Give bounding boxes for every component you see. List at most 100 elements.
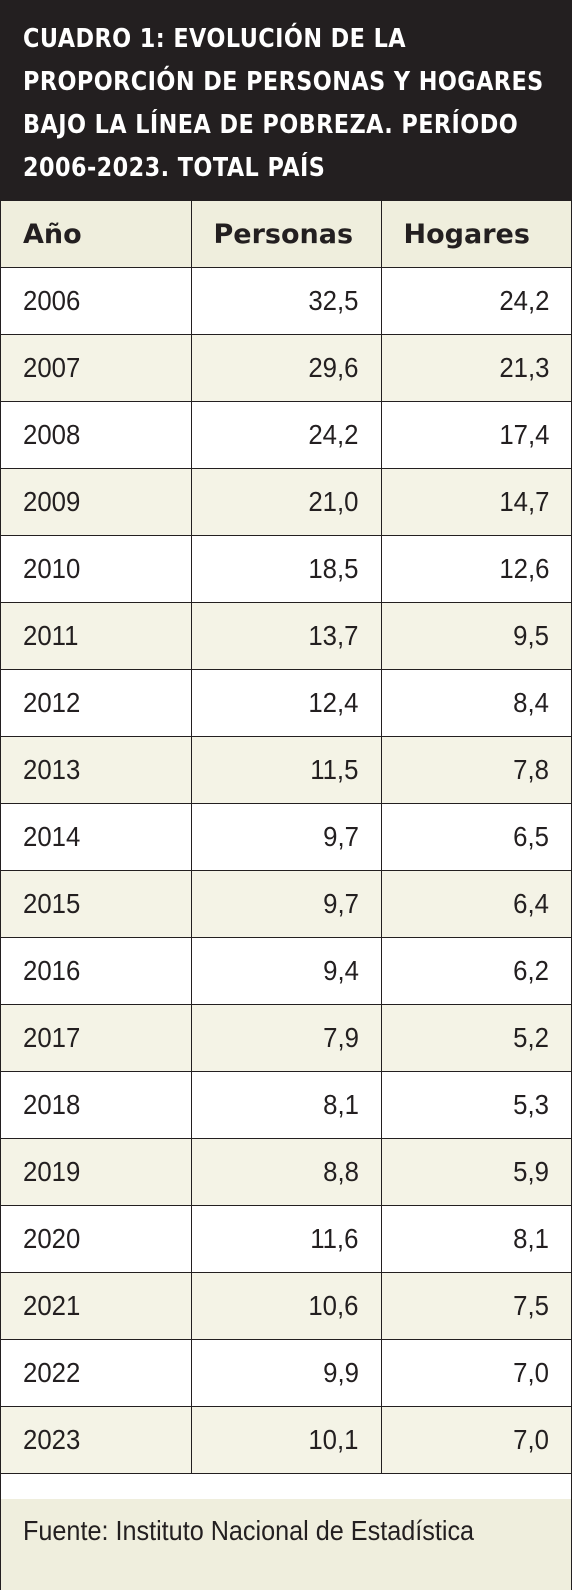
cell-hogares: 7,5	[380, 1272, 571, 1340]
cell-year: 2021	[1, 1272, 192, 1340]
table-row: 2019 8,8 5,9	[1, 1138, 571, 1206]
cell-hogares-value: 8,4	[513, 687, 549, 718]
cell-hogares-value: 21,3	[498, 352, 549, 383]
cell-year-value: 2006	[23, 285, 81, 316]
cell-hogares: 21,3	[380, 334, 571, 402]
cell-hogares-value: 5,3	[513, 1089, 549, 1120]
cell-year: 2018	[1, 1071, 192, 1139]
cell-hogares-value: 7,0	[513, 1357, 549, 1388]
cell-personas-value: 11,5	[310, 754, 359, 785]
table-row: 2023 10,1 7,0	[1, 1406, 571, 1474]
cell-hogares-value: 24,2	[498, 285, 549, 316]
table-row: 2017 7,9 5,2	[1, 1004, 571, 1072]
cell-personas-value: 9,7	[322, 888, 359, 919]
cell-personas: 9,4	[190, 937, 382, 1005]
cell-personas: 8,8	[190, 1138, 382, 1206]
table-title: CUADRO 1: EVOLUCIÓN DE LA PROPORCIÓN DE …	[23, 18, 548, 190]
cell-year-value: 2007	[23, 352, 81, 383]
cell-year: 2014	[1, 803, 192, 871]
source-text: Fuente: Instituto Nacional de Estadístic…	[23, 1515, 475, 1546]
cell-personas-value: 18,5	[308, 553, 359, 584]
cell-hogares: 7,8	[380, 736, 571, 804]
table-row: 2020 11,6 8,1	[1, 1205, 571, 1273]
table-row: 2013 11,5 7,8	[1, 736, 571, 804]
cell-hogares: 6,5	[380, 803, 571, 871]
cell-personas: 10,6	[190, 1272, 382, 1340]
cell-year-value: 2009	[23, 486, 81, 517]
table-row: 2010 18,5 12,6	[1, 535, 571, 603]
cell-personas-value: 21,0	[308, 486, 359, 517]
cell-year-value: 2011	[23, 620, 79, 651]
cell-hogares: 5,2	[380, 1004, 571, 1072]
cell-hogares: 7,0	[380, 1339, 571, 1407]
cell-hogares: 5,9	[380, 1138, 571, 1206]
cell-personas: 24,2	[190, 401, 382, 469]
cell-hogares-value: 6,2	[513, 955, 549, 986]
cell-personas-value: 8,8	[322, 1156, 359, 1187]
cell-hogares-value: 14,7	[498, 486, 549, 517]
cell-personas-value: 10,6	[308, 1290, 359, 1321]
cell-year: 2012	[1, 669, 192, 737]
cell-year: 2022	[1, 1339, 192, 1407]
cell-personas-value: 9,7	[322, 821, 359, 852]
cell-personas: 32,5	[190, 267, 382, 335]
cell-hogares-value: 7,0	[513, 1424, 549, 1455]
cell-year-value: 2013	[23, 754, 81, 785]
cell-hogares-value: 17,4	[498, 419, 549, 450]
table-row: 2006 32,5 24,2	[1, 267, 571, 335]
cell-year: 2020	[1, 1205, 192, 1273]
cell-year: 2017	[1, 1004, 192, 1072]
cell-hogares: 17,4	[380, 401, 571, 469]
cell-personas-value: 13,7	[308, 620, 359, 651]
table-row: 2014 9,7 6,5	[1, 803, 571, 871]
cell-hogares-value: 9,5	[513, 620, 549, 651]
table-row: 2021 10,6 7,5	[1, 1272, 571, 1340]
cell-hogares-value: 6,4	[513, 888, 549, 919]
table-row: 2008 24,2 17,4	[1, 401, 571, 469]
table-row: 2018 8,1 5,3	[1, 1071, 571, 1139]
cell-hogares-value: 5,2	[513, 1022, 549, 1053]
table-row: 2016 9,4 6,2	[1, 937, 571, 1005]
cell-hogares: 8,4	[380, 669, 571, 737]
cell-hogares: 9,5	[380, 602, 571, 670]
cell-hogares-value: 5,9	[513, 1156, 549, 1187]
cell-personas-value: 24,2	[308, 419, 359, 450]
cell-personas: 11,5	[190, 736, 382, 804]
cell-year-value: 2016	[23, 955, 81, 986]
cell-personas-value: 12,4	[308, 687, 359, 718]
table-row: 2011 13,7 9,5	[1, 602, 571, 670]
cell-hogares-value: 6,5	[513, 821, 549, 852]
cell-year-value: 2018	[23, 1089, 81, 1120]
cell-year: 2006	[1, 267, 192, 335]
cell-hogares: 14,7	[380, 468, 571, 536]
cell-year-value: 2015	[23, 888, 81, 919]
table-row: 2009 21,0 14,7	[1, 468, 571, 536]
cell-personas-value: 11,6	[310, 1223, 359, 1254]
cell-year: 2011	[1, 602, 192, 670]
cell-year-value: 2019	[23, 1156, 81, 1187]
title-bar: CUADRO 1: EVOLUCIÓN DE LA PROPORCIÓN DE …	[1, 0, 571, 200]
cell-year: 2023	[1, 1406, 192, 1474]
cell-personas-value: 29,6	[308, 352, 359, 383]
table-body: 2006 32,5 24,2 2007 29,6 21,3 2008 24,2 17,4 2009…	[1, 267, 571, 1474]
cell-personas: 13,7	[190, 602, 382, 670]
cell-year: 2007	[1, 334, 192, 402]
cell-year-value: 2021	[23, 1290, 81, 1321]
poverty-table: Año Personas Hogares 2006 32,5 24,2 2007 29,…	[1, 200, 571, 1474]
cell-hogares: 6,4	[380, 870, 571, 938]
table-row: 2007 29,6 21,3	[1, 334, 571, 402]
cell-personas-value: 9,9	[322, 1357, 359, 1388]
cell-personas: 11,6	[190, 1205, 382, 1273]
cell-year-value: 2017	[23, 1022, 81, 1053]
column-header-year: Año	[1, 200, 192, 268]
cell-personas-value: 7,9	[322, 1022, 359, 1053]
cell-year: 2019	[1, 1138, 192, 1206]
cell-year-value: 2023	[23, 1424, 81, 1455]
cell-hogares-value: 7,8	[513, 754, 549, 785]
cell-year-value: 2008	[23, 419, 81, 450]
cell-personas: 7,9	[190, 1004, 382, 1072]
cell-hogares: 6,2	[380, 937, 571, 1005]
cell-hogares: 24,2	[380, 267, 571, 335]
cell-hogares: 5,3	[380, 1071, 571, 1139]
